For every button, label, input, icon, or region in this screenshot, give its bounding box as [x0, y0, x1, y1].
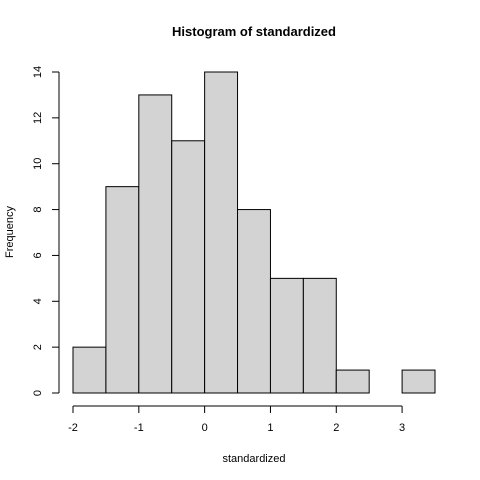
histogram-bar	[335, 369, 370, 394]
histogram-bar	[204, 71, 239, 394]
histogram-bar	[105, 186, 140, 394]
x-tick-label: 1	[267, 422, 273, 434]
y-tick-label: 10	[32, 158, 44, 170]
y-tick-label: 14	[32, 66, 44, 78]
x-tick-label: 3	[399, 422, 405, 434]
bars-group	[72, 71, 436, 394]
histogram-bar	[72, 346, 107, 394]
chart-title: Histogram of standardized	[172, 24, 336, 39]
histogram-bar	[237, 209, 271, 394]
histogram-bar	[401, 369, 436, 394]
x-tick-label: -1	[134, 422, 144, 434]
histogram-bar	[171, 140, 206, 394]
y-tick-label: 2	[32, 344, 44, 350]
y-tick-label: 8	[32, 207, 44, 213]
x-axis-label: standardized	[223, 453, 286, 465]
y-axis: 0 2 4 6 8 10 12 14	[32, 66, 60, 396]
y-tick-label: 6	[32, 252, 44, 258]
histogram-bar	[302, 277, 337, 394]
y-tick-label: 0	[32, 390, 44, 396]
x-axis: -2 -1 0 1 2 3	[68, 405, 405, 434]
histogram-bar	[269, 277, 304, 394]
histogram-bar	[138, 94, 173, 394]
x-tick-label: 0	[202, 422, 208, 434]
y-tick-label: 4	[32, 298, 44, 304]
y-tick-label: 12	[32, 112, 44, 124]
y-axis-label: Frequency	[4, 206, 16, 258]
x-tick-label: -2	[68, 422, 78, 434]
x-tick-label: 2	[333, 422, 339, 434]
